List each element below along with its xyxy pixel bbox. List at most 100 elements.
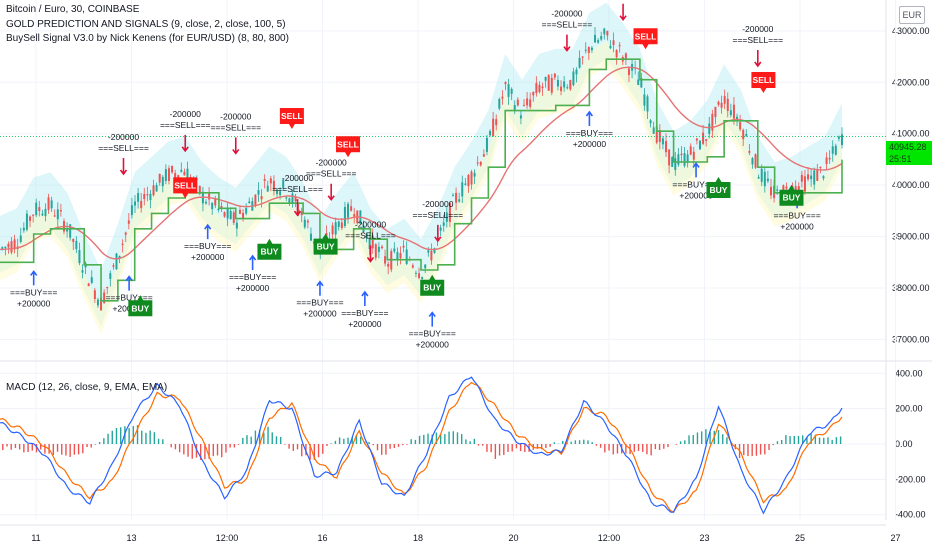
time-axis-label: 20 (508, 533, 518, 543)
candle-body (603, 29, 605, 35)
candle-body (20, 236, 22, 242)
macd-histogram-bar (545, 444, 546, 448)
candle-body (542, 87, 544, 89)
candle-body (162, 177, 164, 186)
candle-body (350, 206, 352, 211)
candle-body (430, 251, 432, 261)
candle-body (699, 141, 701, 150)
buy-signal-label: ===BUY=== (409, 329, 456, 339)
indicator-legend-buysell[interactable]: BuySell Signal V3.0 by Nick Kenens (for … (6, 33, 289, 44)
sell-signal-label: ===SELL=== (98, 143, 149, 153)
candle-body (538, 85, 540, 92)
macd-histogram-bar (187, 444, 188, 457)
macd-histogram-bar (415, 440, 416, 444)
candle-body (733, 105, 735, 119)
macd-histogram-bar (676, 444, 677, 445)
candle-body (708, 124, 710, 134)
candle-body (480, 162, 482, 165)
macd-axis-label: -200.00 (895, 474, 926, 484)
candle-body (146, 194, 148, 195)
sell-amount-label: -200000 (551, 9, 582, 19)
candle-body (217, 209, 219, 210)
candle-body (140, 201, 142, 208)
sell-amount-label: -200000 (316, 158, 347, 168)
macd-legend[interactable]: MACD (12, 26, close, 9, EMA, EMA) (6, 382, 167, 393)
sell-signal-label: ===SELL=== (733, 35, 784, 45)
macd-histogram-bar (823, 438, 824, 444)
candle-body (597, 40, 599, 42)
macd-histogram-bar (133, 426, 134, 444)
candle-body (680, 154, 682, 155)
candle-body (504, 82, 506, 84)
sell-badge-label: SELL (174, 180, 196, 190)
macd-histogram-bar (171, 444, 172, 447)
candle-body (474, 173, 476, 177)
macd-histogram-bar (604, 444, 605, 452)
candle-body (267, 186, 269, 192)
time-axis-label: 18 (413, 533, 423, 543)
time-axis-label: 16 (317, 533, 327, 543)
price-axis-label: 42000.00 (892, 77, 930, 87)
macd-histogram-bar (267, 427, 268, 444)
candle-body (807, 174, 809, 179)
macd-histogram-bar (326, 444, 327, 446)
candle-body (220, 206, 222, 208)
macd-histogram-bar (490, 444, 491, 452)
candle-body (341, 222, 343, 228)
macd-histogram-bar (347, 438, 348, 444)
candle-body (230, 211, 232, 219)
candle-body (721, 103, 723, 108)
candle-body (128, 221, 130, 224)
macd-histogram-bar (293, 444, 294, 451)
candle-body (665, 141, 667, 152)
macd-histogram-bar (680, 441, 681, 444)
buy-arrow-icon (362, 292, 368, 306)
buy-badge-label: BUY (131, 303, 149, 313)
candle-body (122, 244, 124, 245)
candle-body (761, 169, 763, 182)
currency-button[interactable]: EUR (899, 6, 925, 24)
candle-body (572, 71, 574, 84)
candle-body (205, 202, 207, 203)
macd-histogram-bar (655, 444, 656, 449)
symbol-legend[interactable]: Bitcoin / Euro, 30, COINBASE (6, 4, 139, 15)
macd-histogram-bar (570, 442, 571, 444)
macd-histogram-bar (705, 429, 706, 444)
candle-body (785, 187, 787, 189)
candle-body (511, 89, 513, 94)
price-axis-label: 37000.00 (892, 334, 930, 344)
candle-body (11, 241, 13, 252)
candle-body (381, 247, 383, 248)
macd-histogram-bar (330, 443, 331, 444)
macd-histogram-bar (516, 444, 517, 448)
macd-histogram-bar (768, 444, 769, 450)
indicator-legend-gold[interactable]: GOLD PREDICTION AND SIGNALS (9, close, 2… (6, 19, 286, 30)
macd-histogram-bar (469, 441, 470, 444)
macd-histogram-bar (512, 444, 513, 452)
macd-histogram-bar (524, 444, 525, 452)
candle-body (613, 40, 615, 45)
macd-histogram-bar (718, 430, 719, 444)
candle-body (168, 168, 170, 181)
macd-histogram-bar (339, 437, 340, 444)
macd-histogram-bar (423, 435, 424, 444)
candle-body (841, 134, 843, 145)
macd-histogram-bar (377, 444, 378, 450)
candle-body (637, 80, 639, 85)
candle-body (748, 151, 750, 153)
macd-histogram-bar (217, 444, 218, 455)
macd-histogram-bar (722, 434, 723, 444)
candle-body (501, 97, 503, 99)
macd-histogram-bar (836, 437, 837, 444)
macd-histogram-bar (229, 444, 230, 447)
price-axis-label: 38000.00 (892, 283, 930, 293)
candle-body (254, 195, 256, 205)
candle-body (545, 77, 547, 81)
macd-histogram-bar (318, 444, 319, 457)
macd-histogram-bar (78, 444, 79, 454)
candle-body (508, 84, 510, 97)
macd-histogram-bar (107, 434, 108, 444)
macd-histogram-bar (213, 444, 214, 456)
